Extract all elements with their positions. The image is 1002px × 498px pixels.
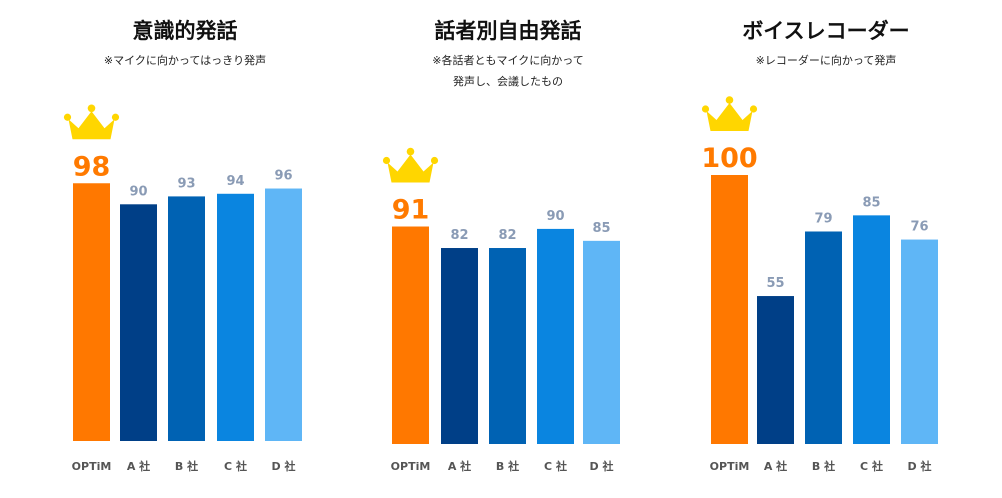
crown-jewel-left (701, 105, 710, 113)
value-label: 79 (814, 211, 832, 226)
crown-jewel-center (725, 96, 734, 104)
value-label: 90 (546, 209, 564, 224)
crown-jewel-right (111, 113, 120, 121)
bar-a (441, 248, 478, 444)
category-label: OPTiM (391, 460, 431, 473)
value-label: 76 (910, 220, 928, 235)
category-label: C 社 (860, 459, 883, 473)
chart-title: 意識的発話 (133, 19, 238, 43)
value-label: 82 (450, 228, 468, 243)
bar-c (537, 228, 574, 444)
bar-b (168, 196, 205, 441)
crown-jewel-right (430, 156, 439, 165)
crown-jewel-left (382, 156, 391, 165)
category-label: B 社 (812, 459, 835, 473)
category-label: D 社 (590, 459, 614, 473)
category-label: C 社 (544, 459, 567, 473)
category-label: OPTiM (72, 460, 112, 473)
crown-jewel-left (63, 113, 72, 121)
bar-c (217, 193, 254, 441)
value-label: 90 (129, 184, 147, 199)
chart-note: ※マイクに向かってはっきり発声 (104, 53, 266, 67)
category-label: C 社 (224, 459, 247, 473)
crown-jewel-center (406, 147, 415, 156)
category-label: OPTiM (710, 460, 750, 473)
crown-body (68, 111, 115, 140)
category-label: A 社 (448, 459, 471, 473)
crown-body (387, 154, 434, 183)
bar-optim (711, 175, 748, 444)
crown-jewel-right (749, 105, 758, 113)
bar-optim (73, 183, 110, 441)
category-label: D 社 (272, 459, 296, 473)
bar-d (265, 188, 302, 441)
bar-c (853, 215, 890, 444)
bar-a (120, 204, 157, 441)
bar-a (757, 296, 794, 444)
chart-note: ※レコーダーに向かって発声 (756, 53, 897, 67)
crown-icon (382, 147, 439, 183)
chart-note: ※各話者ともマイクに向かって (432, 53, 583, 67)
category-label: B 社 (175, 459, 198, 473)
value-label: 85 (862, 195, 880, 210)
crown-jewel-center (87, 104, 96, 113)
crown-icon (701, 96, 758, 131)
chart-title: ボイスレコーダー (742, 19, 909, 43)
value-label: 55 (766, 276, 784, 291)
winner-value-label: 98 (73, 151, 111, 182)
category-label: B 社 (496, 459, 519, 473)
chart-1: 意識的発話 ※マイクに向かってはっきり発声 98 OPTiM 90 A 社 93 B 社 94 C… (63, 19, 302, 473)
category-label: A 社 (764, 459, 787, 473)
winner-value-label: 91 (392, 195, 430, 226)
bar-b (805, 231, 842, 444)
crown-body (706, 103, 753, 131)
bar-d (583, 240, 620, 444)
value-label: 93 (177, 176, 195, 191)
chart-note: 発声し、会議したもの (453, 74, 563, 88)
chart-3: ボイスレコーダー ※レコーダーに向かって発声 100 OPTiM 55 A 社 79 B 社 8… (701, 19, 938, 473)
winner-value-label: 100 (701, 143, 757, 174)
crown-icon (63, 104, 120, 140)
bar-b (489, 248, 526, 444)
value-label: 94 (226, 174, 244, 189)
value-label: 96 (274, 169, 292, 184)
chart-title: 話者別自由発話 (435, 19, 582, 43)
value-label: 85 (592, 221, 610, 236)
category-label: A 社 (127, 459, 150, 473)
bar-optim (392, 226, 429, 444)
bar-d (901, 239, 938, 444)
category-label: D 社 (908, 459, 932, 473)
value-label: 82 (498, 228, 516, 243)
